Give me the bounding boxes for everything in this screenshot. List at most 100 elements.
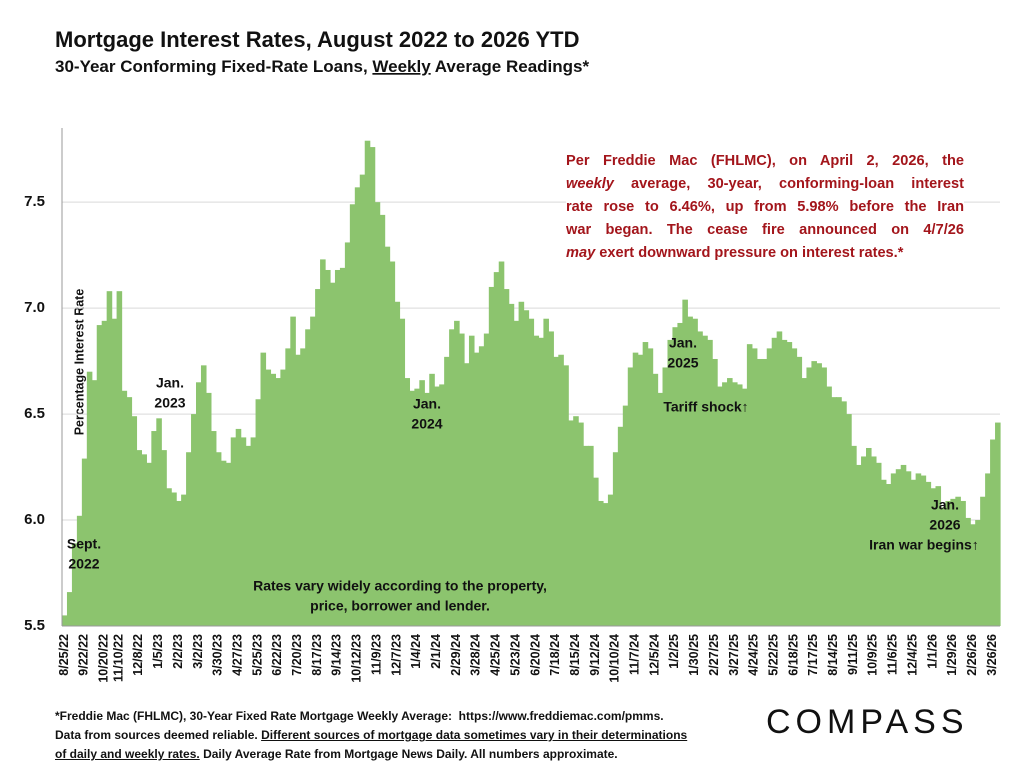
- bar: [528, 318, 535, 626]
- bar: [444, 356, 450, 626]
- footnote: *Freddie Mac (FHLMC), 30-Year Fixed Rate…: [55, 707, 687, 764]
- callout-text: weekly: [566, 176, 614, 192]
- bar: [657, 392, 664, 626]
- bar: [955, 496, 961, 626]
- callout: Per Freddie Mac (FHLMC), on April 2, 202…: [566, 150, 964, 265]
- y-tick-label: 7.5: [24, 193, 45, 210]
- x-tick-label: 12/5/24: [647, 634, 661, 676]
- bar: [741, 388, 748, 626]
- x-tick-label: 10/12/23: [350, 634, 364, 683]
- bar: [156, 418, 162, 626]
- bar: [513, 320, 520, 626]
- footnote-text: of daily and weekly rates.: [55, 747, 200, 761]
- bar: [980, 496, 986, 626]
- callout-line: rate rose to 6.46%, up from 5.98% before…: [566, 196, 964, 219]
- bar: [498, 261, 505, 626]
- bar: [563, 365, 569, 626]
- x-tick-label: 11/10/22: [111, 634, 125, 682]
- x-tick-label: 9/14/23: [330, 634, 344, 676]
- footnote-text: Data from sources deemed reliable.: [55, 728, 262, 742]
- bar: [558, 354, 564, 626]
- bar: [553, 356, 559, 626]
- bar: [910, 479, 917, 626]
- bar: [950, 498, 956, 626]
- x-tick-label: 6/20/24: [528, 634, 542, 676]
- bar: [151, 431, 157, 626]
- bar: [806, 367, 813, 626]
- x-tick-label: 2/1/24: [429, 634, 443, 669]
- bar: [141, 454, 147, 626]
- annotation: Tariff shock↑: [663, 399, 748, 415]
- bar: [766, 348, 773, 626]
- bar: [111, 318, 118, 626]
- x-tick-label: 1/30/25: [687, 634, 701, 676]
- bar: [593, 477, 599, 626]
- bar: [404, 378, 411, 626]
- bar: [672, 327, 679, 626]
- bar: [488, 286, 495, 626]
- bar: [240, 437, 247, 626]
- bar: [379, 214, 386, 626]
- callout-text: Per Freddie Mac (FHLMC), on April 2, 202…: [566, 153, 964, 169]
- bar: [275, 378, 281, 626]
- bar: [846, 414, 852, 626]
- bar: [990, 439, 996, 626]
- bar: [205, 392, 212, 626]
- bar: [796, 356, 803, 626]
- callout-line: may exert downward pressure on interest …: [566, 242, 964, 265]
- annotation: Jan.: [669, 335, 697, 351]
- bar: [637, 354, 644, 626]
- x-tick-label: 5/23/24: [508, 634, 522, 676]
- subtitle-part: Weekly: [372, 57, 431, 76]
- bar: [419, 380, 425, 626]
- y-tick-label: 6.0: [24, 511, 45, 528]
- bar: [315, 289, 321, 626]
- annotation: 2024: [411, 416, 442, 432]
- bar: [588, 445, 594, 626]
- x-tick-label: 5/22/25: [766, 634, 780, 676]
- callout-text: war began. The cease fire announced on 4…: [566, 222, 964, 238]
- x-tick-label: 7/18/24: [548, 634, 562, 676]
- bar: [349, 204, 356, 626]
- annotation: 2023: [154, 395, 185, 411]
- bar: [434, 386, 440, 626]
- bar: [895, 469, 902, 626]
- logo: COMPASS: [766, 703, 969, 741]
- bar: [245, 445, 252, 626]
- bar: [210, 431, 217, 626]
- callout-line: Per Freddie Mac (FHLMC), on April 2, 202…: [566, 150, 964, 173]
- bar: [66, 592, 73, 626]
- callout-line: weekly average, 30-year, conforming-loan…: [566, 173, 964, 196]
- x-tick-label: 3/30/23: [211, 634, 225, 676]
- x-tick-label: 11/7/24: [628, 634, 642, 675]
- bar: [975, 520, 981, 626]
- x-tick-label: 1/29/26: [945, 634, 959, 676]
- bar: [885, 484, 892, 626]
- bar: [602, 503, 609, 626]
- bar: [811, 361, 817, 626]
- bar: [384, 246, 391, 626]
- x-tick-label: 3/27/25: [727, 634, 741, 676]
- bar: [325, 269, 331, 626]
- x-tick-label: 7/17/25: [806, 634, 820, 676]
- bar: [697, 331, 703, 626]
- bar: [786, 342, 793, 626]
- x-tick-label: 6/22/23: [270, 634, 284, 676]
- footnote-line: Data from sources deemed reliable. Diffe…: [55, 726, 687, 745]
- x-tick-label: 7/20/23: [290, 634, 304, 676]
- annotation: Iran war begins↑: [869, 537, 979, 553]
- bar: [459, 333, 465, 626]
- bar: [131, 416, 138, 626]
- bar: [478, 346, 485, 626]
- bar: [965, 517, 971, 626]
- x-tick-label: 2/29/24: [449, 634, 463, 676]
- bar: [255, 399, 262, 626]
- bar: [692, 318, 698, 626]
- bar: [449, 329, 455, 626]
- footnote-line: of daily and weekly rates. Daily Average…: [55, 745, 687, 764]
- bar: [320, 259, 326, 626]
- bar: [771, 337, 778, 626]
- y-axis-label: Percentage Interest Rate: [72, 289, 86, 436]
